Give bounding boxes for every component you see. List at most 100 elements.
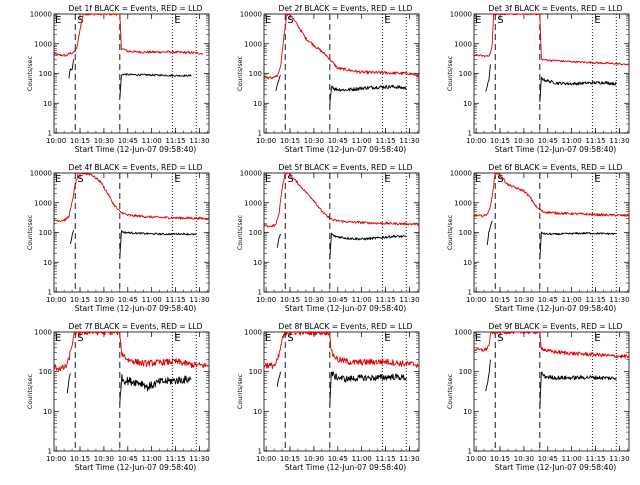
panel-7-ylabel: Counts/sec xyxy=(26,373,34,409)
panel-5-xtick-label: 11:15 xyxy=(375,296,395,304)
panel-3-xtick-label: 10:30 xyxy=(514,137,534,145)
panel-6-xtick-label: 11:30 xyxy=(609,296,629,304)
panel-3-xlabel: Start Time (12-Jun-07 09:58:40) xyxy=(495,145,617,154)
panel-5-xtick-label: 10:45 xyxy=(328,296,348,304)
panel-4-ytick-label: 10000 xyxy=(30,170,52,178)
panel-2-marker-label: E xyxy=(384,15,390,26)
panel-1-xtick-label: 11:30 xyxy=(189,137,209,145)
panel-7-frame xyxy=(53,331,210,452)
panel-8-xtick-label: 10:00 xyxy=(256,455,276,463)
panel-1-xtick-label: 11:00 xyxy=(142,137,162,145)
panel-1-marker-label: S xyxy=(77,15,83,26)
panel-3-ylabel: Counts/sec xyxy=(446,55,454,91)
panel-6-frame xyxy=(473,172,630,293)
panel-6-title: Det 6f BLACK = Events, RED = LLD xyxy=(489,163,623,172)
panel-8-marker-label: E xyxy=(265,333,271,344)
panel-7-xtick-label: 10:30 xyxy=(94,455,114,463)
panel-1-ytick-label: 10000 xyxy=(30,11,52,19)
panel-3-ytick-label: 1 xyxy=(468,130,472,138)
panel-8-series-lld xyxy=(263,331,420,369)
panel-9-series-events xyxy=(485,359,491,392)
panel-3-xtick-label: 11:00 xyxy=(562,137,582,145)
panel-2-xtick-label: 10:15 xyxy=(280,137,300,145)
panel-5-ytick-label: 100 xyxy=(249,229,262,237)
panel-3-xtick-label: 11:30 xyxy=(609,137,629,145)
panel-7-xlabel: Start Time (12-Jun-07 09:58:40) xyxy=(75,463,197,472)
panel-7-series-events xyxy=(66,373,71,394)
panel-5-marker-label: E xyxy=(384,174,390,185)
panel-5-series-lld xyxy=(263,172,420,228)
panel-9-frame xyxy=(473,331,630,452)
panel-3-series-events xyxy=(485,64,491,92)
panel-3-ytick-label: 10000 xyxy=(450,11,472,19)
panel-8-xtick-label: 10:45 xyxy=(328,455,348,463)
panel-9-ytick-label: 1 xyxy=(468,448,472,456)
panel-9-marker-label: E xyxy=(475,333,481,344)
panel-8-xtick-label: 11:30 xyxy=(399,455,419,463)
panel-9-series-lld xyxy=(473,331,630,359)
panel-5-xtick-label: 10:30 xyxy=(304,296,324,304)
panel-2-ytick-label: 1 xyxy=(258,130,262,138)
panel-2-ylabel: Counts/sec xyxy=(236,55,244,91)
panel-5-ylabel: Counts/sec xyxy=(236,214,244,250)
panel-8-series-events xyxy=(329,371,407,406)
panel-2-ytick-label: 100 xyxy=(249,70,262,78)
panel-9-xtick-label: 11:15 xyxy=(585,455,605,463)
panel-8-marker-label: S xyxy=(287,333,293,344)
panel-3-series-events xyxy=(539,76,617,103)
panel-8-title: Det 8f BLACK = Events, RED = LLD xyxy=(279,322,413,331)
panel-4-series-events xyxy=(119,230,197,258)
panel-9-xlabel: Start Time (12-Jun-07 09:58:40) xyxy=(495,463,617,472)
panel-8-ytick-label: 10 xyxy=(253,408,262,416)
panel-4-xtick-label: 11:30 xyxy=(189,296,209,304)
panel-8-ytick-label: 100 xyxy=(249,368,262,376)
panel-7-xtick-label: 10:00 xyxy=(46,455,66,463)
panel-9-xtick-label: 10:45 xyxy=(538,455,558,463)
panel-1-series-lld xyxy=(53,13,204,57)
panel-8-xlabel: Start Time (12-Jun-07 09:58:40) xyxy=(285,463,407,472)
panel-4-series-events xyxy=(70,230,75,244)
panel-7-xtick-label: 10:15 xyxy=(70,455,90,463)
panel-1-ylabel: Counts/sec xyxy=(26,55,34,91)
panel-7-ytick-label: 10 xyxy=(43,408,52,416)
panel-7-marker-label: E xyxy=(174,333,180,344)
panel-6-series-events xyxy=(486,220,493,246)
panel-1-ytick-label: 1000 xyxy=(34,40,52,48)
panel-3-title: Det 3f BLACK = Events, RED = LLD xyxy=(489,4,623,13)
panel-1-xtick-label: 10:15 xyxy=(70,137,90,145)
panel-5-ytick-label: 1000 xyxy=(244,199,262,207)
panel-6-xtick-label: 10:30 xyxy=(514,296,534,304)
panel-4-marker-label: S xyxy=(77,174,83,185)
panel-1-series-events xyxy=(68,59,75,79)
panel-3-xtick-label: 11:15 xyxy=(585,137,605,145)
panel-5-marker-label: S xyxy=(287,174,293,185)
panel-7-xtick-label: 11:15 xyxy=(165,455,185,463)
panel-6-xtick-label: 11:00 xyxy=(562,296,582,304)
panel-2-xtick-label: 11:15 xyxy=(375,137,395,145)
panel-5-series-events xyxy=(276,233,281,248)
panel-2-ytick-label: 10 xyxy=(253,100,262,108)
panel-7-ytick-label: 1000 xyxy=(34,329,52,337)
panel-9-ytick-label: 10 xyxy=(463,408,472,416)
panel-3-xtick-label: 10:00 xyxy=(466,137,486,145)
panel-1-title: Det 1f BLACK = Events, RED = LLD xyxy=(69,4,203,13)
panel-9-title: Det 9f BLACK = Events, RED = LLD xyxy=(489,322,623,331)
panel-2-series-lld xyxy=(263,13,420,80)
panel-9-xtick-label: 11:30 xyxy=(609,455,629,463)
panel-8-marker-label: E xyxy=(384,333,390,344)
panel-5-xtick-label: 10:15 xyxy=(280,296,300,304)
panel-4-xtick-label: 10:00 xyxy=(46,296,66,304)
panel-3-xtick-label: 10:15 xyxy=(490,137,510,145)
panel-2-ytick-label: 1000 xyxy=(244,40,262,48)
panel-7-series-events xyxy=(119,374,192,404)
panel-6-series-lld xyxy=(473,172,630,218)
panel-5-series-events xyxy=(329,232,407,260)
panel-5-ytick-label: 10000 xyxy=(240,170,262,178)
panel-3-marker-label: E xyxy=(475,15,481,26)
panel-6-xtick-label: 10:45 xyxy=(538,296,558,304)
panel-2-series-events xyxy=(329,84,407,106)
panel-1-marker-label: E xyxy=(174,15,180,26)
panel-1-ytick-label: 10 xyxy=(43,100,52,108)
panel-7-series-lld xyxy=(53,331,210,372)
